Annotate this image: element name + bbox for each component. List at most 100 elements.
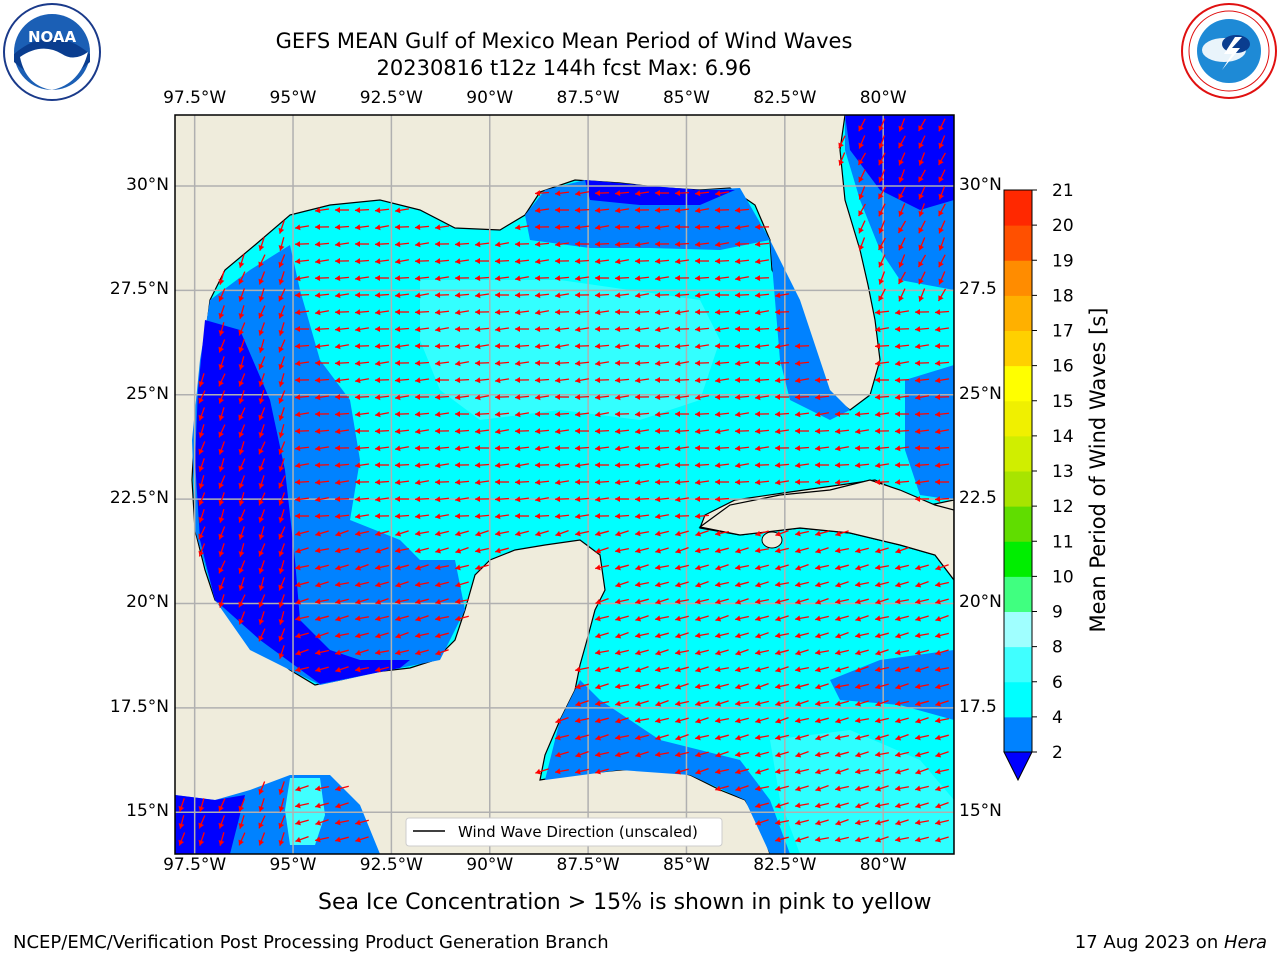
wind-arrow: [915, 785, 929, 792]
wind-arrow: [675, 564, 689, 571]
wind-arrow: [515, 513, 529, 519]
wind-arrow: [938, 254, 946, 268]
wind-arrow: [334, 326, 350, 333]
wind-arrow: [534, 377, 550, 384]
wind-arrow: [514, 343, 530, 350]
wind-arrow: [815, 751, 829, 758]
wind-arrow: [774, 343, 790, 350]
wind-arrow: [635, 598, 649, 605]
cuba: [698, 479, 954, 581]
wind-arrow: [858, 237, 866, 251]
wind-arrow: [594, 292, 610, 299]
wind-arrow: [635, 700, 649, 707]
wind-arrow: [858, 169, 866, 183]
wind-arrow: [894, 462, 910, 469]
wind-arrow: [554, 343, 570, 350]
wind-arrow: [198, 475, 205, 489]
wind-arrow: [655, 683, 669, 690]
wind-arrow: [575, 241, 589, 247]
wind-arrow: [315, 632, 329, 639]
map-frame: [174, 114, 955, 855]
wind-arrow: [934, 411, 950, 418]
wind-arrow: [894, 326, 910, 333]
wind-arrow: [835, 547, 849, 554]
wind-arrow: [734, 428, 750, 435]
wind-arrow: [474, 496, 490, 503]
wind-arrow: [615, 649, 629, 656]
wind-arrow: [515, 530, 529, 537]
wind-arrow: [434, 224, 450, 231]
wind-arrow: [714, 462, 730, 469]
wind-arrow: [695, 564, 709, 571]
wind-arrow: [915, 734, 929, 741]
wind-arrow: [715, 479, 729, 485]
lon-tick-label: 85°W: [662, 855, 710, 875]
wind-arrow: [815, 734, 829, 741]
wind-arrow: [894, 394, 910, 401]
wind-arrow: [294, 360, 310, 367]
colorbar-segment: [1004, 716, 1032, 753]
wind-arrow: [815, 700, 829, 707]
wind-arrow: [715, 547, 729, 554]
wind-arrow: [474, 394, 490, 401]
wind-arrow: [258, 832, 266, 846]
wind-arrow: [238, 509, 246, 523]
wind-arrow: [895, 700, 909, 707]
wind-arrow: [258, 781, 266, 795]
wind-arrow: [835, 530, 849, 537]
wind-arrow: [455, 530, 469, 537]
wind-arrow: [534, 445, 550, 452]
wind-arrow: [594, 513, 610, 520]
wind-arrow: [875, 699, 889, 707]
wind-arrow: [735, 581, 749, 588]
wind-arrow: [914, 343, 930, 350]
wind-arrow: [218, 577, 226, 591]
wind-arrow: [314, 258, 330, 265]
wind-arrow: [755, 819, 769, 826]
wind-arrow: [914, 394, 930, 401]
wind-arrow: [674, 394, 690, 401]
wind-arrow: [875, 802, 889, 809]
wind-arrow: [634, 411, 650, 418]
wind-arrow: [218, 475, 226, 489]
wind-arrow: [354, 462, 370, 469]
wind-arrow: [294, 411, 310, 418]
wind-arrow: [218, 492, 225, 506]
wind-arrow: [355, 563, 369, 571]
wind-arrow: [574, 309, 590, 316]
wind-arrow: [834, 683, 850, 690]
wind-arrow: [614, 275, 630, 282]
wind-arrow: [295, 785, 309, 792]
wind-arrow: [278, 424, 285, 438]
wind-arrow: [877, 186, 887, 200]
wind-arrow: [694, 479, 710, 486]
wind-arrow: [775, 700, 789, 707]
wind-arrow: [675, 666, 689, 673]
wind-arrow: [295, 802, 309, 809]
wind-arrow: [875, 734, 889, 741]
wind-arrow: [935, 649, 949, 656]
wind-arrow: [555, 207, 569, 213]
wind-arrow: [874, 309, 890, 316]
wind-arrow: [575, 717, 589, 724]
wind-arrow: [474, 309, 490, 316]
wind-arrow: [774, 309, 790, 316]
wind-arrow: [494, 275, 510, 282]
wind-arrow: [755, 768, 769, 775]
wind-arrow: [855, 564, 869, 571]
wind-arrow: [834, 445, 850, 452]
wind-arrow: [874, 462, 890, 469]
wind-arrow: [278, 441, 286, 455]
colorbar-segment: [1004, 576, 1032, 612]
wind-arrow: [634, 496, 650, 503]
wind-arrow: [655, 377, 669, 383]
wind-arrow: [914, 479, 930, 486]
wind-arrow: [278, 492, 286, 506]
wind-arrow: [294, 241, 310, 248]
wind-arrow: [795, 700, 809, 707]
wind-arrow: [715, 683, 729, 690]
wind-arrow: [755, 682, 769, 690]
wind-arrow: [198, 526, 206, 540]
wind-arrow: [615, 496, 629, 502]
wind-arrow: [934, 496, 950, 503]
